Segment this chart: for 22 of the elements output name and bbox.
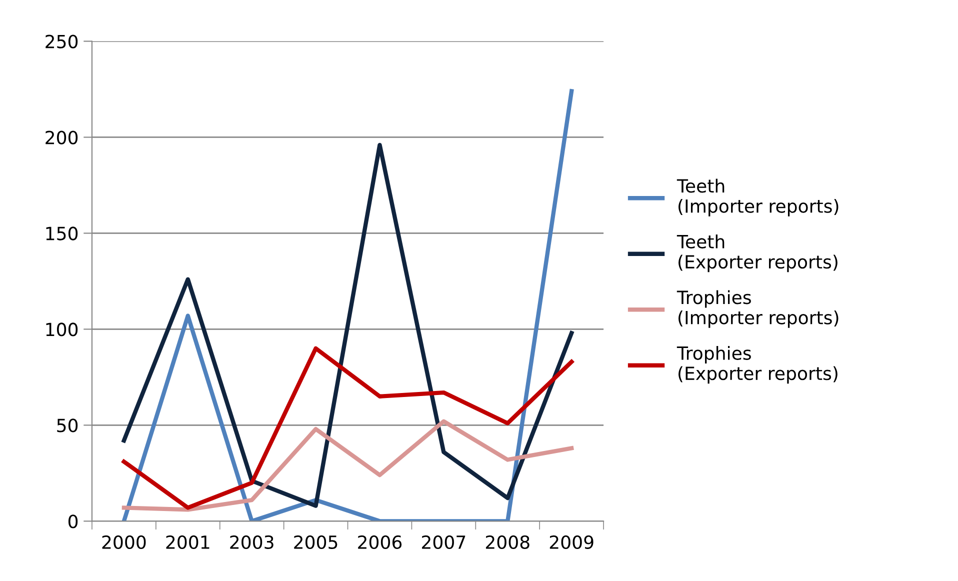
x-tick-label: 2009 — [550, 535, 594, 550]
y-tick-label: 200 — [46, 130, 78, 144]
y-tick-label: 0 — [68, 514, 78, 528]
legend-label: Trophies (Exporter reports) — [676, 346, 838, 384]
x-tick-label: 2000 — [102, 535, 146, 550]
x-tick-label: 2001 — [166, 535, 210, 550]
y-tick-label: 250 — [46, 34, 78, 48]
x-tick-label: 2006 — [358, 535, 402, 550]
line-series — [122, 346, 574, 510]
x-tick-label: 2003 — [230, 535, 274, 550]
line-series — [122, 419, 574, 512]
legend-label: Teeth (Importer reports) — [676, 178, 838, 216]
y-tick-label: 100 — [46, 322, 78, 336]
y-tick-label: 150 — [46, 226, 78, 240]
line-series — [122, 142, 574, 508]
y-tick-label: 50 — [57, 418, 78, 432]
legend-label: Trophies (Importer reports) — [676, 290, 838, 328]
x-tick-label: 2005 — [294, 535, 338, 550]
legend-label: Teeth (Exporter reports) — [676, 234, 838, 272]
x-tick-label: 2007 — [422, 535, 466, 550]
x-tick-label: 2008 — [486, 535, 530, 550]
line-series — [122, 89, 574, 522]
